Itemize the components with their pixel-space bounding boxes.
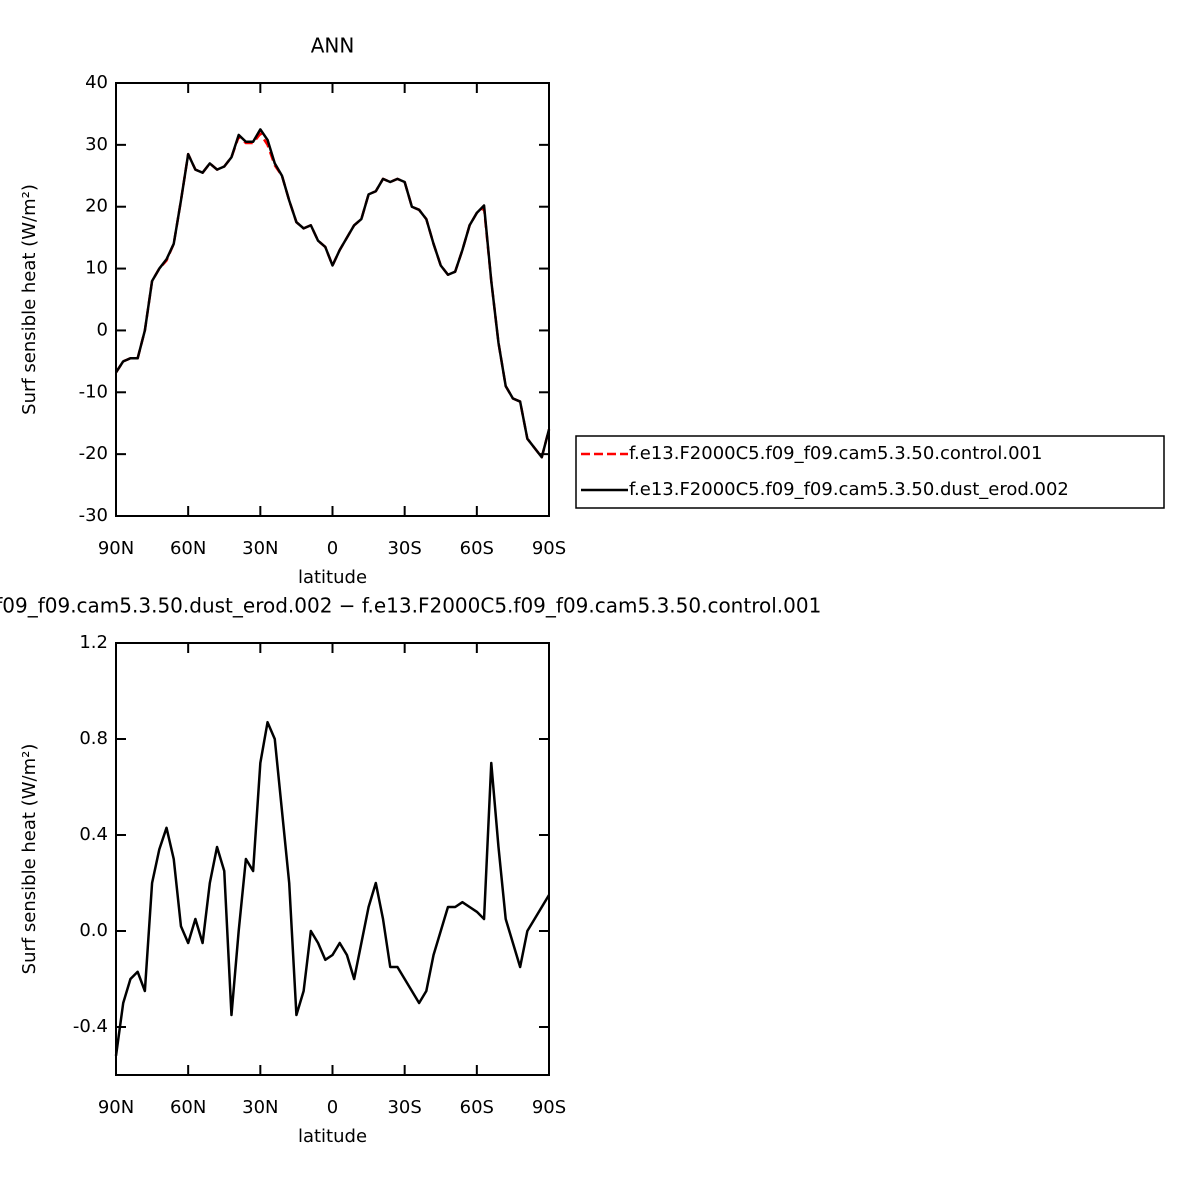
y-tick-label: -20 [79,443,108,464]
x-tick-label: 0 [327,1097,338,1118]
x-tick-label: 90S [532,1097,566,1118]
y-tick-label: -0.4 [73,1016,108,1037]
x-tick-label: 30N [242,1097,278,1118]
x-axis-label: latitude [298,1126,367,1147]
x-tick-label: 60S [460,1097,494,1118]
x-tick-label: 90S [532,538,566,559]
y-axis-label: Surf sensible heat (W/m²) [19,184,40,415]
plot-frame [115,82,550,517]
x-tick-label: 60N [170,1097,206,1118]
plot-frame [115,642,550,1076]
y-tick-label: 30 [85,134,108,155]
x-axis-label: latitude [298,567,367,588]
chart-title: f.e13.F2000C5.f09_f09.cam5.3.50.dust_ero… [0,594,821,618]
y-tick-label: 10 [85,258,108,279]
y-tick-label: -30 [79,505,108,526]
y-tick-label: 0.4 [79,824,108,845]
x-tick-label: 90N [98,538,134,559]
x-tick-label: 90N [98,1097,134,1118]
y-tick-label: 0.8 [79,728,108,749]
data-line [114,720,551,1056]
y-tick-label: 0.0 [79,920,108,941]
legend-label: f.e13.F2000C5.f09_f09.cam5.3.50.control.… [629,443,1042,464]
x-tick-label: 60S [460,538,494,559]
y-tick-label: -10 [79,381,108,402]
legend-label: f.e13.F2000C5.f09_f09.cam5.3.50.dust_ero… [629,479,1069,500]
y-tick-label: 0 [97,319,108,340]
legend-box [575,435,1165,509]
y-tick-label: 40 [85,72,108,93]
data-line [114,132,551,459]
data-line [114,128,551,459]
x-tick-label: 30S [387,1097,421,1118]
x-tick-label: 60N [170,538,206,559]
chart-title: ANN [311,34,355,58]
y-axis-label: Surf sensible heat (W/m²) [19,744,40,975]
x-tick-label: 30S [387,538,421,559]
y-tick-label: 20 [85,196,108,217]
x-tick-label: 30N [242,538,278,559]
y-tick-label: 1.2 [79,632,108,653]
x-tick-label: 0 [327,538,338,559]
